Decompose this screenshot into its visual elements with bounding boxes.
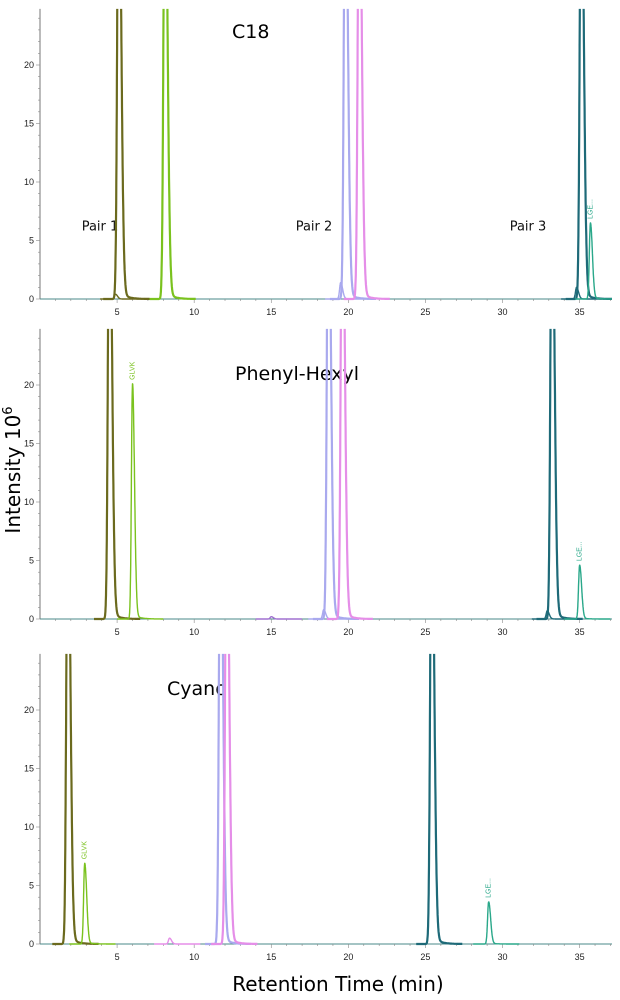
peak-trace [342,8,391,301]
peak-label: LGE... [577,541,584,561]
y-tick-label: 0 [29,614,34,624]
x-tick-label: 5 [115,627,120,637]
pair-label: Pair 2 [296,219,333,234]
peak-trace [148,8,197,301]
y-tick-label: 5 [29,556,34,566]
peak-trace [325,328,374,621]
peak-label: GLVK [82,841,89,859]
y-tick-label: 10 [24,497,34,507]
y-tick-label: 5 [29,236,34,246]
panel-title: Cyano [167,678,227,700]
y-tick-label: 20 [24,60,34,70]
x-tick-label: 10 [189,307,199,317]
peak-trace [68,862,117,945]
x-tick-label: 30 [498,952,508,962]
x-tick-label: 5 [115,307,120,317]
peak-trace [472,901,520,945]
peak-trace [93,328,142,621]
peak-label: LGE... [486,878,493,898]
y-tick-label: 10 [24,822,34,832]
panel-c18: 0 5 10 15 20 5 10 15 20 25 30 35 C18 Pair 1 Pair 2 Pair… [24,8,612,317]
x-tick-label: 30 [498,307,508,317]
peak-trace [116,383,164,620]
peak-label: LGE... [587,199,594,219]
peak-trace [415,653,464,946]
pair-label: Pair 1 [82,219,119,234]
x-tick-label: 35 [575,952,585,962]
panel-title: C18 [232,21,269,43]
y-tick-label: 20 [24,380,34,390]
peak-label: GLVK [130,361,137,379]
x-tick-label: 15 [266,952,276,962]
y-axis-label: Intensity 106 [1,406,25,533]
x-tick-label: 35 [575,627,585,637]
x-tick-label: 20 [343,952,353,962]
peak-trace [255,616,303,620]
y-tick-label: 5 [29,881,34,891]
x-tick-label: 25 [420,952,430,962]
x-axis-label: Retention Time (min) [232,972,443,996]
peak-trace [311,328,360,621]
peak-trace [328,8,377,301]
x-tick-label: 15 [266,307,276,317]
y-tick-label: 0 [29,294,34,304]
x-tick-label: 35 [575,307,585,317]
peak-trace [51,653,100,946]
y-tick-label: 15 [24,119,34,129]
pair-label: Pair 3 [510,219,547,234]
x-tick-label: 10 [189,627,199,637]
y-tick-label: 0 [29,939,34,949]
peak-trace [324,281,372,300]
panel-title: Phenyl-Hexyl [235,363,359,385]
x-tick-label: 20 [343,307,353,317]
y-tick-label: 20 [24,705,34,715]
y-tick-label: 15 [24,764,34,774]
peak-trace [153,937,201,945]
x-tick-label: 25 [420,627,430,637]
x-tick-label: 30 [498,627,508,637]
panel-cyano: 0 5 10 15 20 5 10 15 20 25 30 35 Cyano GLVK LGE... [24,653,612,962]
panel-phenyl-hexyl: 0 5 10 15 20 5 10 15 20 25 30 35 Phenyl-Hexyl GLVK LGE… [24,328,612,637]
y-tick-label: 10 [24,177,34,187]
x-tick-label: 20 [343,627,353,637]
peak-trace [102,8,151,301]
x-tick-label: 25 [420,307,430,317]
peak-trace [535,328,584,621]
y-axis-label-exponent: 6 [1,406,16,414]
peak-trace [574,222,612,300]
x-tick-label: 15 [266,627,276,637]
x-tick-label: 10 [189,952,199,962]
peak-trace [560,286,608,300]
y-tick-label: 15 [24,439,34,449]
x-tick-label: 5 [115,952,120,962]
peak-trace [563,564,611,620]
peak-trace [210,653,259,946]
